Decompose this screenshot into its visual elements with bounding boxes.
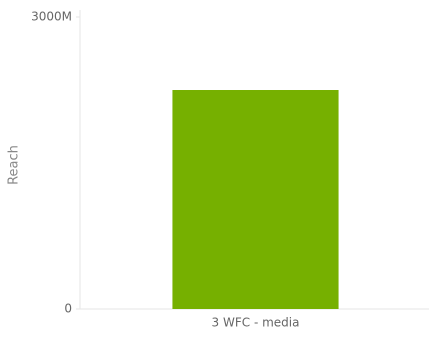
y-tick-label: 0 [64,302,72,316]
bar [172,90,339,309]
y-tick-label: 3000M [31,10,72,24]
x-tick-label: 3 WFC - media [212,316,300,330]
y-axis-label: Reach [7,145,22,185]
